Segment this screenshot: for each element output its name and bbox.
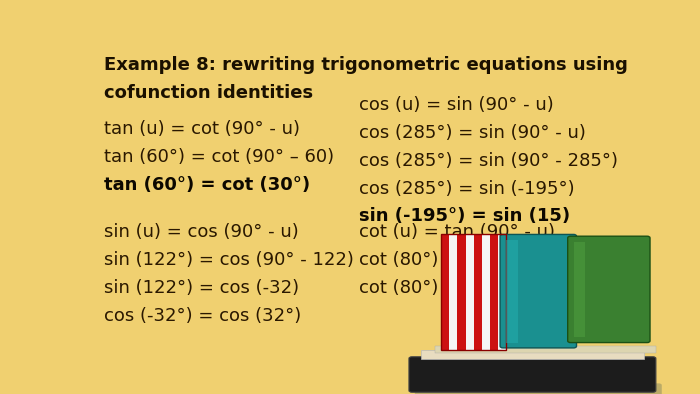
FancyBboxPatch shape: [500, 234, 577, 348]
Bar: [466, 234, 474, 350]
Bar: [441, 234, 506, 350]
Text: cot (80°) = tan (10°): cot (80°) = tan (10°): [358, 279, 545, 297]
Bar: [421, 350, 644, 359]
Text: sin (u) = cos (90° - u): sin (u) = cos (90° - u): [104, 223, 298, 241]
Text: cos (-32°) = cos (32°): cos (-32°) = cos (32°): [104, 307, 301, 325]
Text: cot (80°) = tan (90° - 80°): cot (80°) = tan (90° - 80°): [358, 251, 596, 269]
Text: tan (60°) = cot (90° – 60): tan (60°) = cot (90° – 60): [104, 148, 334, 166]
FancyBboxPatch shape: [415, 383, 662, 394]
FancyBboxPatch shape: [409, 357, 656, 392]
Bar: [490, 234, 498, 350]
Text: sin (122°) = cos (-32): sin (122°) = cos (-32): [104, 279, 299, 297]
Text: cos (285°) = sin (-195°): cos (285°) = sin (-195°): [358, 180, 575, 197]
FancyBboxPatch shape: [568, 236, 650, 342]
Text: cos (u) = sin (90° - u): cos (u) = sin (90° - u): [358, 96, 554, 114]
Bar: [506, 240, 518, 342]
Text: cos (285°) = sin (90° - 285°): cos (285°) = sin (90° - 285°): [358, 152, 617, 170]
Text: sin (122°) = cos (90° - 122): sin (122°) = cos (90° - 122): [104, 251, 354, 269]
Bar: [498, 234, 506, 350]
Bar: [482, 234, 490, 350]
Bar: [474, 234, 482, 350]
Bar: [573, 242, 585, 337]
Bar: [449, 234, 458, 350]
Text: tan (60°) = cot (30°): tan (60°) = cot (30°): [104, 176, 310, 194]
Text: Example 8: rewriting trigonometric equations using: Example 8: rewriting trigonometric equat…: [104, 56, 628, 74]
Text: sin (-195°) = sin (15): sin (-195°) = sin (15): [358, 208, 570, 225]
Bar: [435, 346, 656, 353]
Bar: [441, 234, 449, 350]
Text: cofunction identities: cofunction identities: [104, 84, 313, 102]
Text: tan (u) = cot (90° - u): tan (u) = cot (90° - u): [104, 120, 300, 138]
Text: cos (285°) = sin (90° - u): cos (285°) = sin (90° - u): [358, 124, 586, 142]
Text: cot (u) = tan (90° - u): cot (u) = tan (90° - u): [358, 223, 554, 241]
Bar: [458, 234, 466, 350]
